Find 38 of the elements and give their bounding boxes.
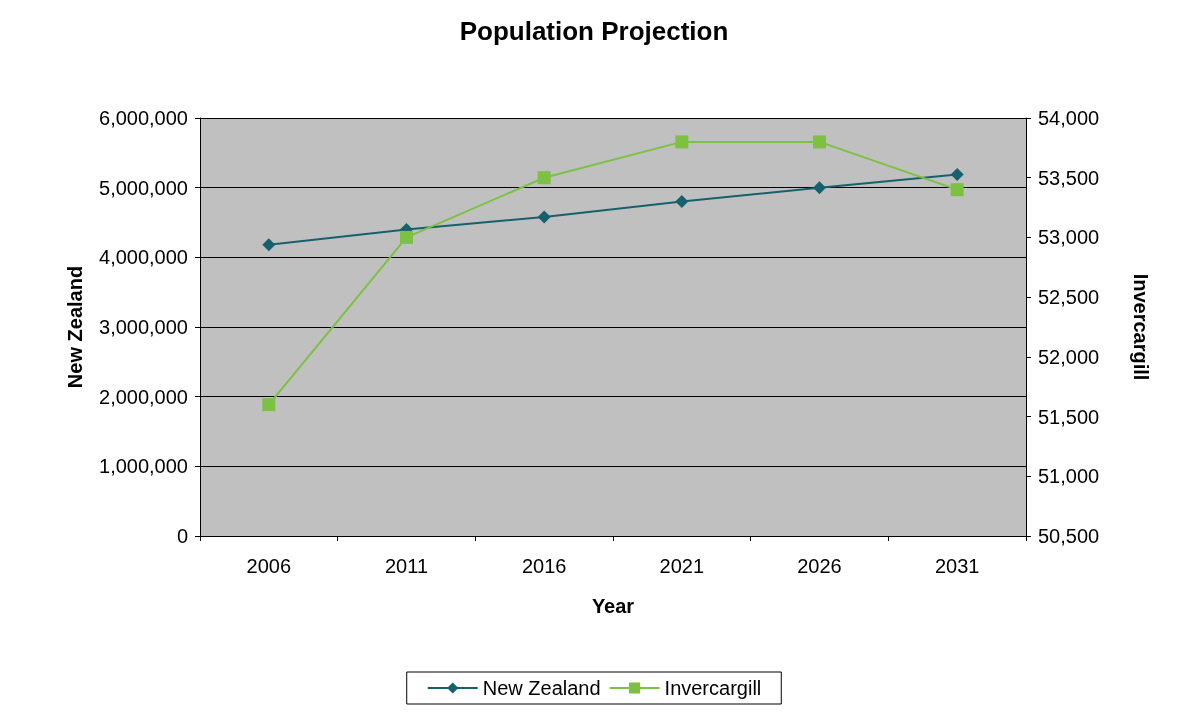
- legend-label: Invercargill: [664, 677, 762, 699]
- y-tick-label: 1,000,000: [99, 455, 188, 478]
- x-axis-title: Year: [591, 595, 635, 617]
- y-tick-label: 6,000,000: [99, 107, 188, 129]
- y2-tick-label: 54,000: [1038, 107, 1100, 129]
- point: [537, 210, 551, 224]
- x-tick-label: 2006: [246, 555, 292, 577]
- x-tick-label: 2026: [797, 555, 842, 577]
- y-tick-label: 5,000,000: [99, 176, 188, 199]
- x-tick-label: 2011: [384, 555, 429, 577]
- chart-title: Population Projection: [459, 16, 729, 46]
- point: [675, 195, 689, 209]
- y2-tick-label: 52,000: [1038, 345, 1100, 368]
- legend-label: New Zealand: [482, 677, 601, 699]
- y-tick-label: 0: [176, 525, 188, 547]
- y-tick-label: 4,000,000: [99, 246, 188, 269]
- point: [813, 135, 826, 149]
- x-tick-label: 2016: [521, 555, 567, 577]
- y-tick-label: 2,000,000: [99, 385, 188, 408]
- point: [813, 181, 826, 195]
- point: [400, 230, 413, 244]
- y2-tick-label: 52,500: [1038, 286, 1100, 309]
- x-tick-label: 2031: [934, 555, 980, 577]
- x-tick-label: 2021: [659, 555, 705, 577]
- point: [675, 135, 689, 149]
- point: [262, 238, 276, 252]
- y2-tick-label: 53,000: [1038, 226, 1100, 249]
- point: [950, 167, 964, 181]
- y2-tick-label: 51,500: [1038, 405, 1100, 428]
- y-axis-title: New Zealand: [64, 265, 86, 389]
- y-tick-label: 3,000,000: [99, 316, 188, 338]
- point: [950, 183, 964, 197]
- y2-tick-label: 53,500: [1038, 166, 1100, 189]
- y2-tick-label: 50,500: [1038, 525, 1100, 547]
- y2-tick-label: 51,000: [1038, 465, 1100, 488]
- point: [537, 171, 551, 185]
- point: [262, 398, 276, 412]
- y2-axis-title: Invercargill: [1130, 273, 1152, 381]
